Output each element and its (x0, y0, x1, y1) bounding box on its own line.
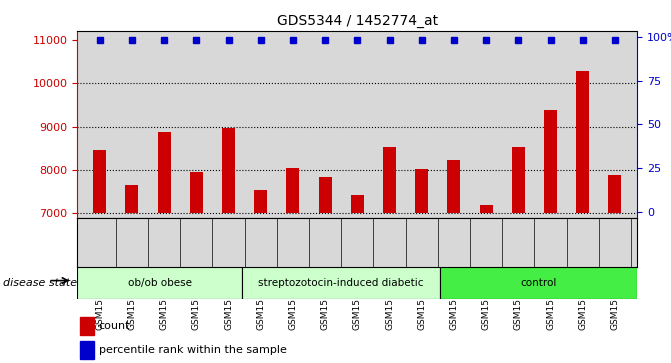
Bar (544, 110, 557, 213)
Text: count: count (99, 321, 130, 331)
Bar (242, 267, 440, 299)
Text: disease state: disease state (3, 278, 77, 288)
Bar (190, 172, 203, 213)
Bar (383, 147, 396, 213)
Bar (609, 175, 621, 213)
Bar (158, 132, 170, 213)
Title: GDS5344 / 1452774_at: GDS5344 / 1452774_at (276, 15, 438, 28)
Bar (576, 71, 589, 213)
Bar (80, 317, 94, 335)
Bar (125, 185, 138, 213)
Bar (415, 169, 428, 213)
Bar (440, 267, 637, 299)
Bar (448, 160, 460, 213)
Bar (77, 267, 242, 299)
Text: percentile rank within the sample: percentile rank within the sample (99, 345, 287, 355)
Text: ob/ob obese: ob/ob obese (127, 278, 191, 288)
Bar (480, 205, 493, 213)
Bar (319, 177, 331, 213)
Bar (287, 168, 299, 213)
Text: streptozotocin-induced diabetic: streptozotocin-induced diabetic (258, 278, 423, 288)
Bar (254, 190, 267, 213)
Bar (80, 341, 94, 359)
Bar (222, 128, 235, 213)
Bar (93, 150, 106, 213)
Text: control: control (521, 278, 557, 288)
Bar (351, 195, 364, 213)
Bar (512, 147, 525, 213)
